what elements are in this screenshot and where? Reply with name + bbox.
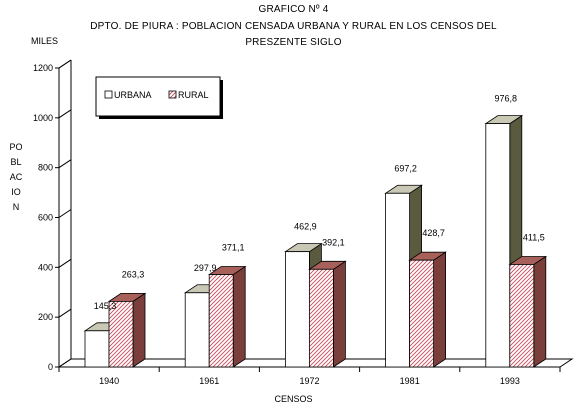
y-tick-depth [58,308,72,318]
y-tick-depth [58,209,72,218]
y-tick-depth [58,258,72,268]
data-label-urbana: 145,3 [94,301,117,311]
y-tick-label: 1200 [33,63,53,73]
bar-rural-side [132,292,146,368]
bar-rural-side [433,251,447,368]
legend-label-rural: RURAL [178,90,209,100]
bar-rural-side [533,255,547,368]
bar-rural [408,251,447,368]
chart-title-line-3: PRESZENTE SIGLO [245,37,342,48]
data-label-rural: 371,1 [222,243,245,253]
data-label-urbana: 697,2 [394,163,417,173]
y-units-label: MILES [31,36,59,46]
y-tick-label: 200 [38,312,53,322]
bar-urbana-front [485,123,511,368]
x-tick-label: 1961 [199,376,219,386]
bar-rural [207,265,247,368]
y-tick-depth [58,109,72,119]
bar-rural-front [308,268,334,368]
data-label-rural: 428,7 [422,228,445,238]
bar-urbana-front [385,192,411,368]
bar-rural-side [332,260,346,368]
x-tick-label: 1981 [400,376,420,386]
bar-rural-front [108,300,134,368]
data-label-rural: 411,5 [523,232,545,242]
x-tick-label: 1993 [500,376,520,386]
bar-rural-front [509,264,535,368]
y-tick-label: 800 [38,163,53,173]
data-label-rural: 392,1 [322,237,345,247]
x-tick-label: 1972 [299,376,319,386]
bar-rural-front [409,259,435,368]
legend-swatch-rural [168,90,177,99]
y-tick-label: 1000 [33,113,53,123]
x-axis-label: CENSOS [274,394,313,404]
data-label-urbana: 297,9 [194,263,217,273]
legend-swatch-urbana [104,90,113,99]
data-label-urbana: 462,9 [294,222,317,232]
bar-rural-front [208,274,234,368]
bar-rural [508,255,548,368]
y-tick-label: 400 [38,262,53,272]
data-label-urbana: 976,8 [495,94,518,104]
bar-rural-side [232,265,246,368]
chart-title-line-1: GRAFICO Nº 4 [258,4,329,15]
y-tick-label: 600 [38,213,53,223]
bar-urbana-front [184,292,210,368]
y-axis-label: POBLACION [9,142,23,212]
chart-title-line-2: DPTO. DE PIURA : POBLACION CENSADA URBAN… [90,21,497,32]
data-label-rural: 263,3 [122,269,145,279]
legend-box [95,76,221,117]
y-tick-depth [58,358,72,368]
bar-rural [308,260,347,368]
legend-label-urbana: URBANA [114,90,152,100]
x-tick-label: 1940 [99,376,119,386]
bar-rural [107,292,147,368]
y-tick-label: 0 [48,362,53,372]
bar-urbana-front [284,251,310,368]
y-tick-depth [58,59,72,69]
bar-urbana-front [84,330,110,368]
y-tick-depth [58,159,72,169]
